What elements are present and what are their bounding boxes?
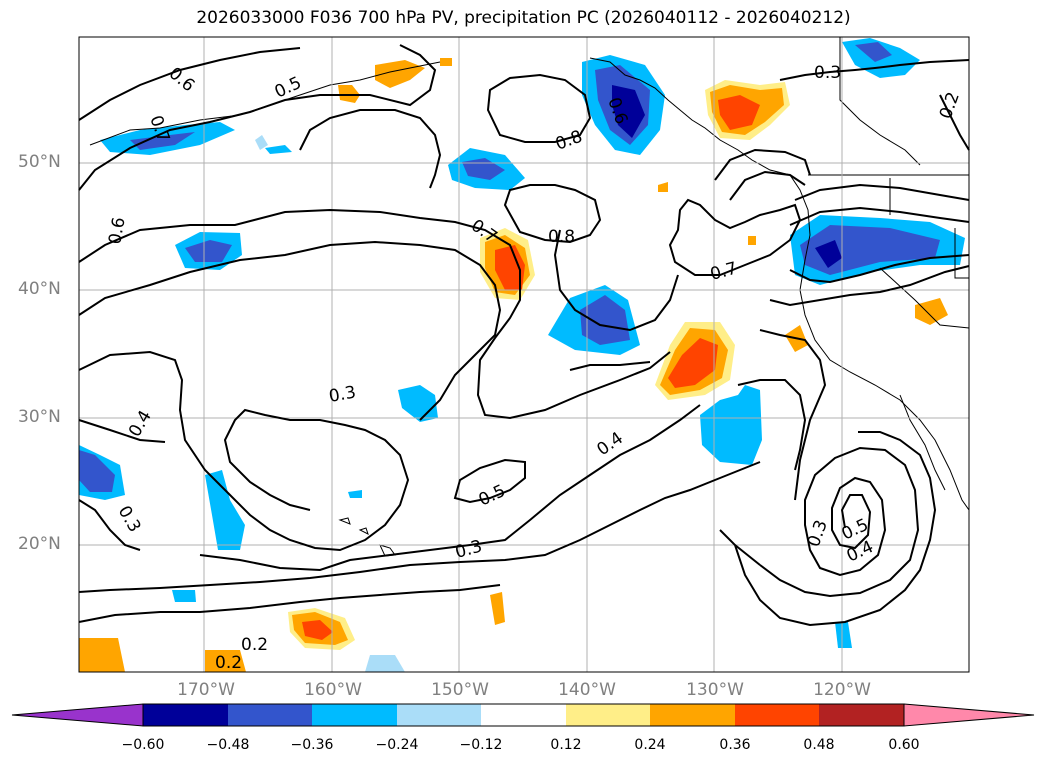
colorbar-cell [650,704,735,726]
lon-label: 140°W [558,680,616,700]
colorbar [11,703,1035,727]
colorbar-cell [566,704,650,726]
precip-negative-areas [79,38,965,672]
colorbar-cell [735,704,819,726]
lat-label: 20°N [18,534,61,554]
graticule [79,37,969,672]
coastlines [89,37,970,557]
colorbar-cell [819,704,904,726]
map-border [78,36,970,673]
colorbar-tick-label: 0.60 [888,737,920,753]
contour-label: 0.2 [241,635,268,655]
colorbar-cell [397,704,481,726]
colorbar-tick-label: −0.12 [459,737,503,753]
colorbar-tick-label: −0.60 [121,737,165,753]
colorbar-cell-overflow [903,703,1035,727]
lon-label: 150°W [431,680,489,700]
contour-labels: 0.6 0.5 0.7 0.6 0.8 0.6 0.3 0.7 0.8 0.7 … [105,63,964,673]
lat-label: 50°N [18,152,61,172]
map-panel: 0.6 0.5 0.7 0.6 0.8 0.6 0.3 0.7 0.8 0.7 … [78,36,970,673]
colorbar-tick-label: −0.48 [206,737,250,753]
lon-label: 170°W [177,680,235,700]
lon-label: 120°W [813,680,871,700]
colorbar-cell [228,704,312,726]
lat-label: 30°N [18,407,61,427]
colorbar-cell [143,704,228,726]
lon-label: 130°W [686,680,744,700]
colorbar-cell-underflow [11,703,144,727]
colorbar-tick-label: −0.36 [290,737,334,753]
colorbar-tick-label: 0.48 [803,737,835,753]
colorbar-cell [312,704,397,726]
colorbar-tick-label: 0.12 [550,737,582,753]
contour-label: 0.6 [105,216,129,246]
lat-label: 40°N [18,279,61,299]
colorbar-tick-label: 0.24 [634,737,666,753]
map-title: 2026033000 F036 700 hPa PV, precipitatio… [196,8,851,28]
colorbar-cell [481,704,566,726]
colorbar-tick-label: 0.36 [719,737,751,753]
colorbar-tick-label: −0.24 [375,737,419,753]
contour-label: 0.8 [548,227,575,247]
contour-label: 0.3 [327,383,357,407]
lon-label: 160°W [304,680,362,700]
contour-label: 0.3 [814,63,841,83]
contour-label: 0.2 [215,653,242,673]
pv-contours [78,44,970,627]
